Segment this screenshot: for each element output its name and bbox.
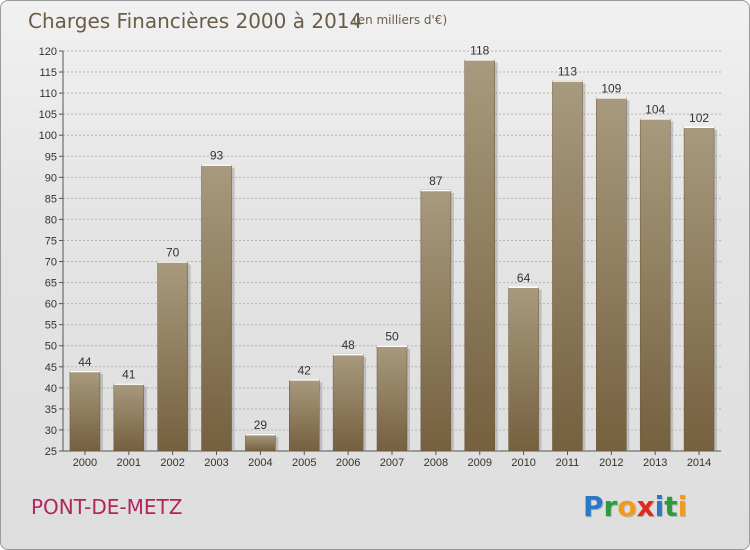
logo-letter: x (636, 490, 655, 523)
bar (596, 97, 627, 452)
data-label: 87 (429, 174, 443, 188)
bar (639, 118, 671, 452)
y-tick-label: 45 (45, 362, 57, 374)
y-tick-label: 100 (39, 130, 57, 142)
data-label: 50 (385, 330, 399, 344)
x-tick-label: 2007 (380, 457, 404, 469)
data-label: 70 (166, 246, 180, 260)
data-label: 113 (558, 64, 577, 78)
x-tick-label: 2012 (599, 457, 623, 469)
y-tick-label: 85 (45, 193, 57, 205)
y-tick-label: 70 (45, 257, 57, 269)
y-tick-label: 40 (45, 383, 57, 395)
y-tick-label: 90 (45, 172, 57, 184)
data-label: 104 (645, 102, 665, 116)
y-tick-label: 80 (45, 214, 57, 226)
logo-letter: P (583, 490, 604, 523)
y-tick-label: 105 (39, 109, 57, 121)
data-label: 93 (210, 149, 224, 163)
bar (157, 261, 188, 452)
data-label: 64 (517, 271, 531, 285)
chart-title: Charges Financières 2000 à 2014 (28, 9, 363, 33)
bar (508, 286, 539, 452)
x-tick-label: 2005 (292, 457, 316, 469)
chart-subtitle: (en milliers d'€) (353, 13, 448, 27)
data-label: 42 (298, 363, 312, 377)
x-tick-label: 2009 (467, 457, 491, 469)
x-tick-label: 2011 (556, 457, 580, 469)
y-tick-label: 120 (39, 46, 57, 58)
y-tick-label: 30 (45, 425, 57, 437)
y-tick-label: 60 (45, 299, 57, 311)
bar (289, 379, 320, 452)
bar (376, 345, 408, 452)
data-label: 102 (689, 111, 709, 125)
data-label: 48 (341, 338, 355, 352)
x-tick-label: 2006 (336, 457, 360, 469)
y-tick-label: 35 (45, 404, 57, 416)
x-tick-label: 2013 (643, 457, 667, 469)
x-tick-label: 2014 (687, 457, 711, 469)
logo-letter: i (654, 490, 665, 523)
bar (245, 433, 276, 452)
y-tick-label: 65 (45, 278, 57, 290)
bar (420, 189, 452, 452)
x-tick-label: 2004 (248, 457, 272, 469)
logo-letter: i (677, 490, 688, 523)
data-label: 44 (78, 355, 92, 369)
data-label: 29 (254, 418, 268, 432)
bar (201, 164, 232, 452)
y-tick-label: 95 (45, 151, 57, 163)
data-label: 118 (470, 43, 489, 57)
proxiti-logo: Proxiti (583, 490, 687, 523)
x-tick-label: 2000 (73, 457, 97, 469)
data-label: 41 (122, 368, 136, 382)
data-label: 109 (601, 81, 621, 95)
x-tick-label: 2002 (160, 457, 184, 469)
y-tick-label: 55 (45, 320, 57, 332)
bar (464, 59, 495, 452)
y-tick-label: 50 (45, 341, 57, 353)
bar (683, 126, 715, 452)
logo-letter: t (664, 490, 678, 523)
commune-name: PONT-DE-METZ (31, 495, 183, 519)
bar (113, 383, 145, 452)
x-tick-label: 2008 (424, 457, 448, 469)
bar (332, 353, 364, 452)
bar (552, 80, 583, 452)
y-tick-label: 110 (39, 88, 57, 100)
y-tick-label: 25 (45, 446, 57, 458)
x-tick-label: 2003 (204, 457, 228, 469)
logo-letter: r (603, 490, 618, 523)
x-tick-label: 2010 (511, 457, 535, 469)
bar (69, 370, 101, 452)
x-tick-label: 2001 (117, 457, 141, 469)
y-tick-label: 75 (45, 235, 57, 247)
logo-letter: o (617, 490, 637, 523)
y-tick-label: 115 (39, 67, 57, 79)
